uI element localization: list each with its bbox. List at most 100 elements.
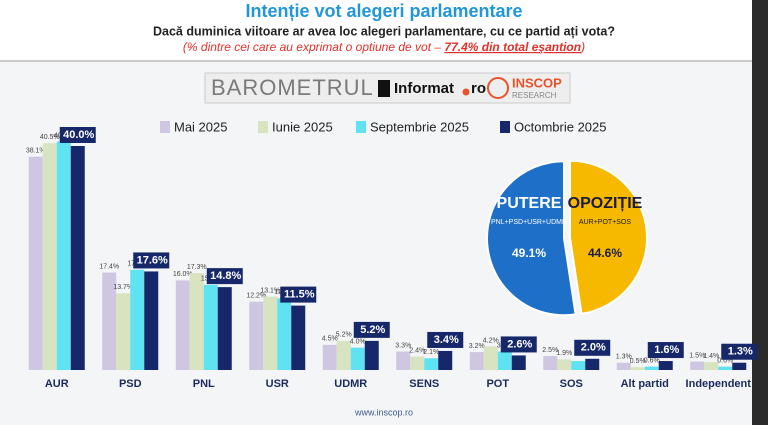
value-label: 16.0% (173, 271, 193, 278)
value-label: 4.2% (483, 337, 499, 344)
note-prefix: (% dintre cei care au exprimat o optiune… (183, 40, 444, 54)
pie-value-label: 44.6% (588, 246, 622, 260)
bar (277, 298, 292, 370)
value-label: 2.5% (542, 347, 558, 354)
value-label: 17.6% (137, 254, 168, 266)
value-label: 13.7% (113, 284, 133, 291)
value-label-box (133, 252, 170, 269)
bar (557, 359, 572, 370)
legend-swatch (500, 121, 510, 133)
value-label: 5.2% (360, 324, 385, 336)
value-label: 2.6% (507, 338, 532, 350)
bar (543, 356, 558, 370)
bar (658, 361, 673, 370)
bar (130, 269, 145, 370)
bar (203, 284, 218, 370)
right-edge (752, 0, 768, 425)
value-label: 13.1% (260, 287, 280, 294)
value-label: 1.4% (703, 353, 719, 360)
value-label: 3.2% (469, 343, 485, 350)
note-suffix: ) (579, 40, 585, 54)
bar (175, 280, 190, 370)
value-label: 40.0% (63, 129, 94, 141)
note-highlight: 77.4% din total eşantion (444, 40, 581, 54)
bar (396, 351, 411, 370)
value-label: 1.9% (556, 350, 572, 357)
bar (56, 141, 71, 370)
note: (% dintre cei care au exprimat o optiune… (183, 40, 585, 54)
x-tick-label: SOS (560, 378, 583, 390)
bar (704, 362, 719, 370)
pie-slice (568, 159, 648, 316)
x-tick-label: AUR (45, 378, 69, 390)
value-label-box (353, 321, 390, 338)
bar (42, 143, 57, 370)
value-label: 14.8% (210, 270, 241, 282)
value-label: 2.1% (423, 349, 439, 356)
legend-swatch (356, 121, 366, 133)
legend-label: Septembrie 2025 (370, 119, 469, 134)
bar (116, 293, 131, 370)
bar (364, 340, 379, 370)
header-band (0, 0, 768, 60)
bar (217, 287, 232, 370)
bar (571, 361, 586, 370)
logo-informat: Informat (394, 80, 454, 97)
bar (70, 146, 85, 370)
bar (616, 362, 631, 370)
value-label: 38.1% (26, 147, 46, 154)
value-label-box (574, 339, 611, 356)
value-label: 2.0% (581, 342, 606, 354)
bar (511, 355, 526, 370)
value-label: 40.5% (40, 134, 60, 141)
bar (497, 351, 512, 370)
logo-research: RESEARCH (512, 91, 557, 100)
bar (350, 347, 365, 370)
bar (322, 344, 337, 370)
value-label: 1.3% (616, 354, 632, 361)
legend-label: Mai 2025 (174, 119, 227, 134)
legend-label: Octombrie 2025 (514, 119, 607, 134)
value-label: 1.6% (654, 344, 679, 356)
legend-swatch (258, 121, 268, 133)
bar (469, 352, 484, 370)
value-label-box (647, 342, 684, 359)
x-tick-label: PSD (119, 378, 142, 390)
value-label: 0.6% (717, 357, 733, 364)
bar (189, 273, 204, 370)
value-label: 4.0% (350, 338, 366, 345)
value-label: 2.4% (409, 347, 425, 354)
logo-dot (462, 88, 470, 96)
logo-inscop: INSCOP (512, 75, 562, 90)
legend-label: Iunie 2025 (272, 119, 333, 134)
value-label: 5.2% (336, 332, 352, 339)
value-label-box (721, 343, 758, 360)
value-label-box (280, 286, 317, 303)
value-label: 4.5% (322, 336, 338, 343)
bar (438, 350, 453, 370)
value-label: 3.4% (434, 334, 459, 346)
bar (424, 358, 439, 370)
value-label: 17.3% (187, 264, 207, 271)
footer: www.inscop.ro (354, 407, 413, 417)
value-label: 3.3% (395, 342, 411, 349)
value-label: 11.5% (284, 289, 315, 301)
bar (336, 340, 351, 370)
bar (102, 272, 117, 370)
legend-swatch (160, 121, 170, 133)
bar (630, 367, 645, 370)
bar (690, 361, 705, 370)
logo-informat-suffix: ro (471, 80, 486, 97)
title: Intenție vot alegeri parlamentare (245, 1, 522, 21)
bar (644, 366, 659, 370)
x-tick-label: UDMR (334, 378, 367, 390)
bar (291, 305, 306, 370)
pie-value-label: 49.1% (512, 246, 546, 260)
value-label-box (427, 331, 464, 348)
bar (410, 356, 425, 370)
bar (718, 366, 733, 370)
value-label: 0.5% (630, 358, 646, 365)
value-label: 1.3% (728, 346, 753, 358)
